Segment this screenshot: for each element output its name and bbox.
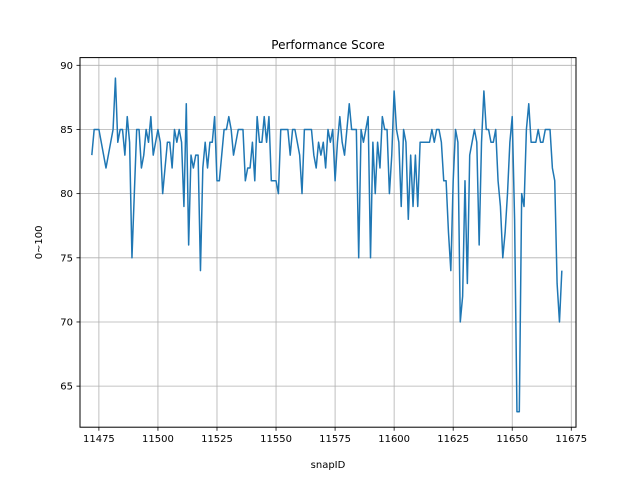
plot-frame — [79, 57, 577, 428]
y-tick-label: 85 — [60, 125, 73, 136]
x-axis-label: snapID — [311, 460, 346, 471]
x-axis-ticks: 11475 11500 11525 11550 11575 11600 11625 11650… — [83, 427, 587, 445]
x-tick-label: 11675 — [555, 434, 587, 445]
chart-title: Performance Score — [271, 38, 384, 52]
series-line-0 — [91, 77, 563, 413]
x-tick-label: 11550 — [260, 434, 292, 445]
y-tick-label: 80 — [60, 189, 73, 200]
x-tick-label: 11525 — [201, 434, 233, 445]
x-tick-label: 11475 — [83, 434, 115, 445]
x-tick-label: 11625 — [437, 434, 469, 445]
y-tick-label: 65 — [60, 382, 73, 393]
y-tick-label: 90 — [60, 61, 73, 72]
x-tick-label: 11500 — [142, 434, 174, 445]
y-tick-label: 70 — [60, 317, 73, 328]
y-axis-ticks: 65 70 75 80 85 90 — [60, 61, 80, 393]
x-tick-label: 11575 — [319, 434, 351, 445]
y-axis-label: 0~100 — [34, 225, 45, 259]
y-tick-label: 75 — [60, 253, 73, 264]
x-tick-label: 11600 — [378, 434, 410, 445]
x-tick-label: 11650 — [496, 434, 528, 445]
series-group — [91, 77, 563, 413]
